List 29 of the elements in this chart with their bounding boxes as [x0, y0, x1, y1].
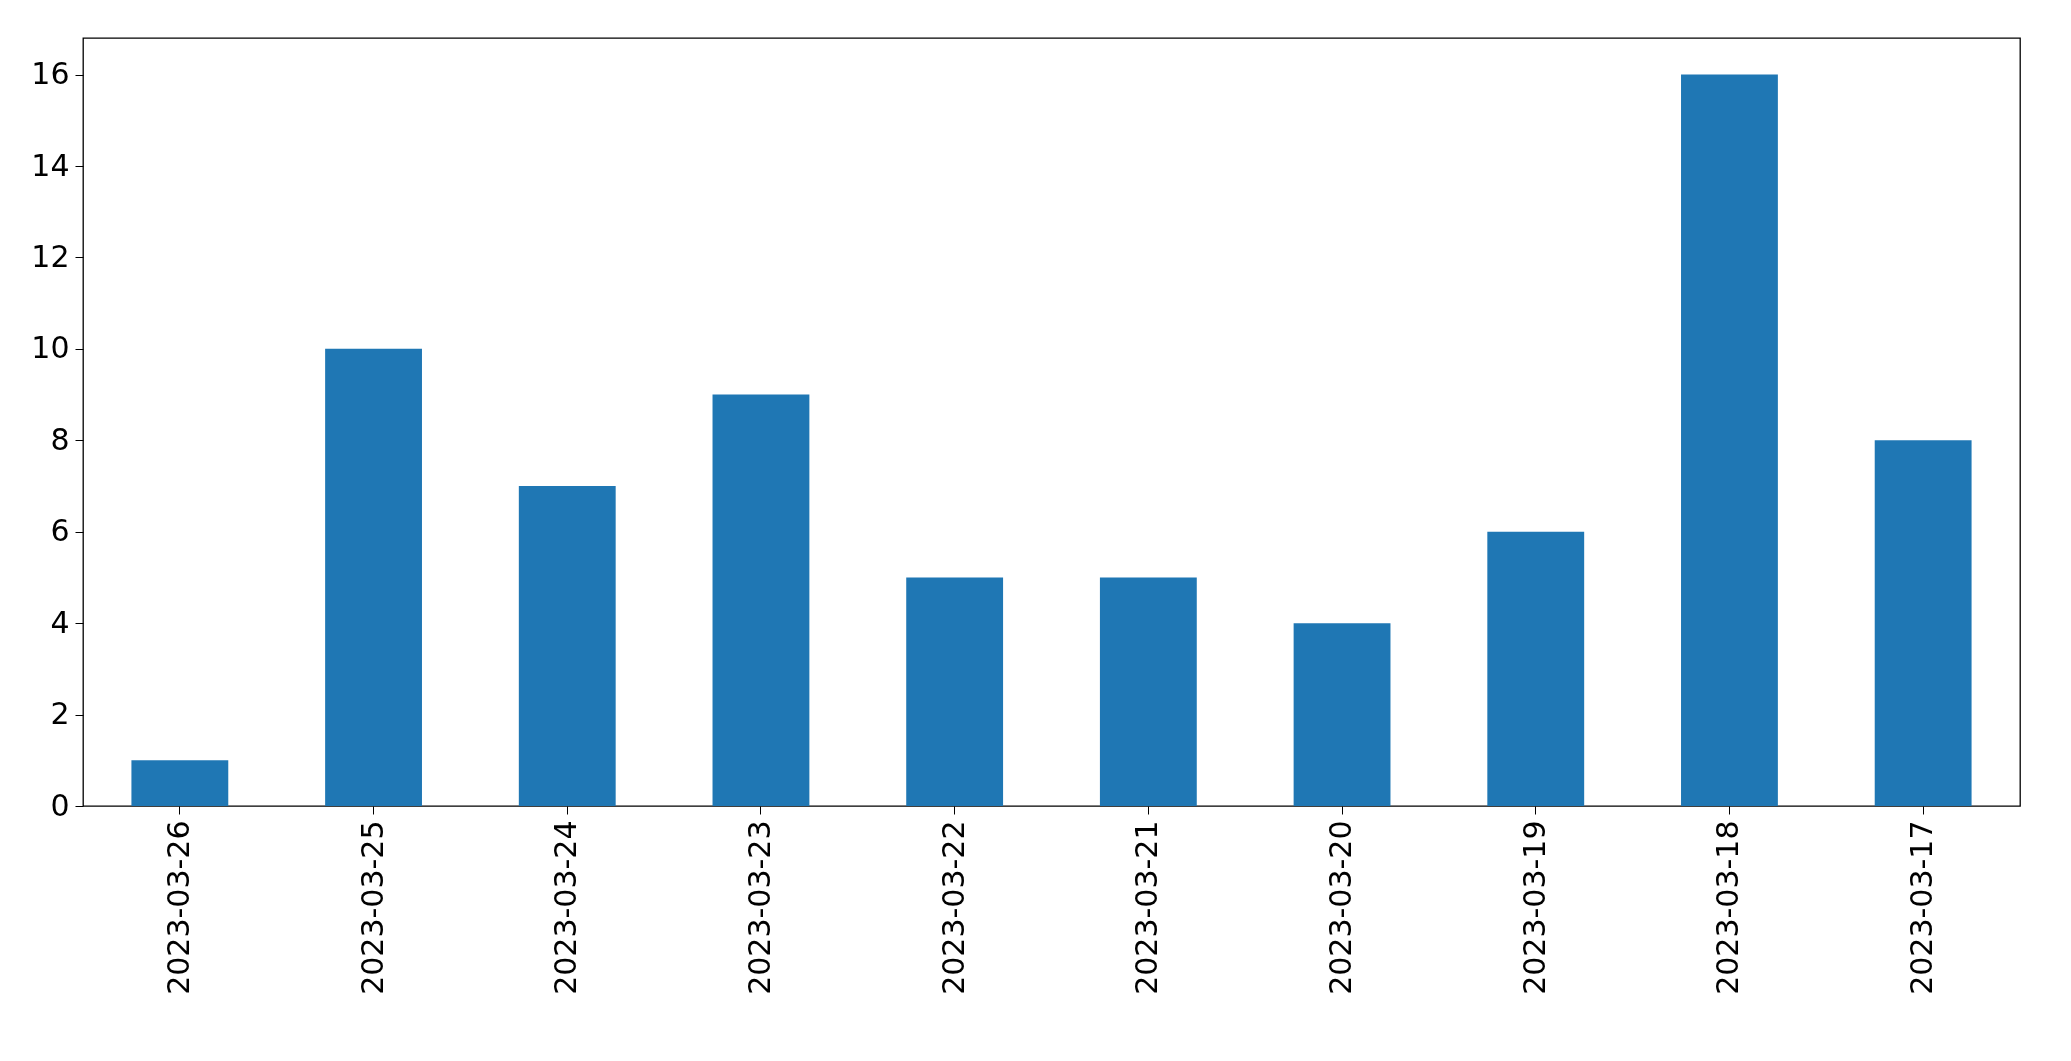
- y-tick-label: 2: [50, 696, 70, 732]
- y-tick-label: 8: [50, 421, 70, 457]
- bar: [712, 394, 810, 806]
- bar: [518, 486, 616, 806]
- x-tick-label: 2023-03-19: [1516, 820, 1552, 995]
- y-tick-label: 10: [31, 330, 70, 366]
- bar: [1099, 577, 1197, 806]
- x-tick-label: 2023-03-23: [741, 820, 777, 995]
- y-tick-label: 6: [50, 513, 70, 549]
- x-tick-label: 2023-03-18: [1710, 820, 1746, 995]
- bar: [1874, 440, 1972, 806]
- x-tick-label: 2023-03-24: [548, 820, 584, 995]
- y-tick-label: 12: [31, 238, 70, 274]
- x-tick-label: 2023-03-26: [160, 820, 196, 995]
- bar: [906, 577, 1004, 806]
- y-tick-label: 14: [31, 147, 70, 183]
- x-tick-label: 2023-03-22: [935, 820, 971, 995]
- x-tick-label: 2023-03-25: [354, 820, 390, 995]
- x-tick-label: 2023-03-20: [1323, 820, 1359, 995]
- bar: [1487, 531, 1585, 806]
- bar: [325, 348, 422, 806]
- y-tick-label: 4: [50, 604, 70, 640]
- bar: [1293, 623, 1391, 806]
- x-tick-label: 2023-03-21: [1129, 820, 1165, 995]
- y-tick-label: 16: [31, 56, 70, 92]
- x-tick-label: 2023-03-17: [1904, 820, 1940, 995]
- bar: [131, 760, 229, 806]
- y-tick-label: 0: [50, 787, 70, 823]
- bar: [1681, 74, 1778, 806]
